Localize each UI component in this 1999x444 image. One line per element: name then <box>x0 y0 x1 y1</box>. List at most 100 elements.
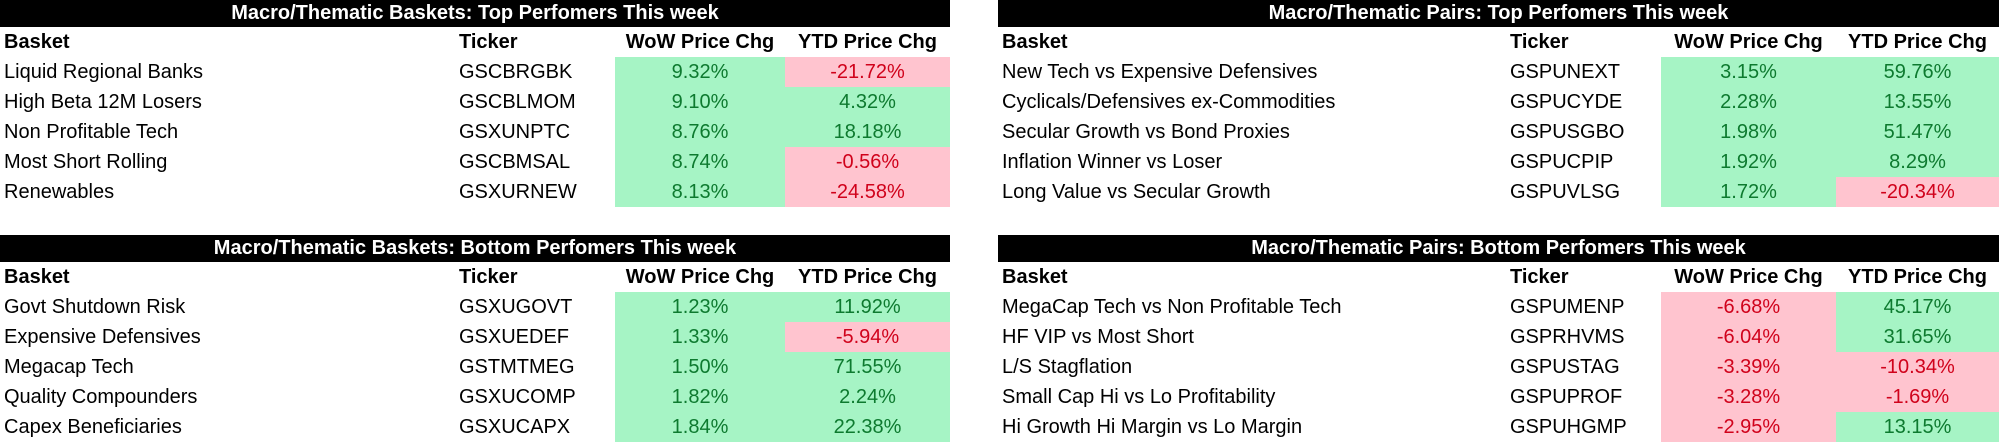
table-title: Macro/Thematic Pairs: Bottom Perfomers T… <box>998 235 1999 262</box>
ytd-change: -1.69% <box>1836 382 1999 412</box>
table-row: L/S Stagflation GSPUSTAG -3.39% -10.34% <box>998 352 1999 382</box>
basket-name: Hi Growth Hi Margin vs Lo Margin <box>1002 416 1303 438</box>
wow-change: 9.32% <box>615 57 785 87</box>
column-header-wow: WoW Price Chg <box>1674 266 1823 288</box>
wow-change: 9.10% <box>615 87 785 117</box>
wow-change: 1.23% <box>615 292 785 322</box>
column-header-ticker: Ticker <box>1510 31 1569 53</box>
wow-change: -6.68% <box>1661 292 1836 322</box>
basket-name: Inflation Winner vs Loser <box>1002 151 1223 173</box>
column-header-ticker: Ticker <box>1510 266 1569 288</box>
table-title: Macro/Thematic Pairs: Top Perfomers This… <box>998 0 1999 27</box>
ticker: GSXUCAPX <box>459 416 571 438</box>
column-header-basket: Basket <box>4 31 70 53</box>
ticker: GSCBLMOM <box>459 91 576 113</box>
table-row: Liquid Regional Banks GSCBRGBK 9.32% -21… <box>0 57 950 87</box>
ticker: GSCBRGBK <box>459 61 573 83</box>
column-header-ytd: YTD Price Chg <box>1848 266 1987 288</box>
ytd-change: 13.15% <box>1836 412 1999 442</box>
wow-change: 1.92% <box>1661 147 1836 177</box>
column-header-wow: WoW Price Chg <box>625 31 775 53</box>
wow-change: 8.13% <box>615 177 785 207</box>
ticker: GSPUPROF <box>1510 386 1623 408</box>
table-row: Quality Compounders GSXUCOMP 1.82% 2.24% <box>0 382 950 412</box>
wow-change: 1.82% <box>615 382 785 412</box>
pairs-bottom-panel: Macro/Thematic Pairs: Bottom Perfomers T… <box>998 235 1999 442</box>
ytd-change: -20.34% <box>1836 177 1999 207</box>
ticker: GSCBMSAL <box>459 151 571 173</box>
table-title: Macro/Thematic Baskets: Top Perfomers Th… <box>0 0 950 27</box>
column-header-ticker: Ticker <box>459 266 518 288</box>
column-header-wow: WoW Price Chg <box>625 266 775 288</box>
baskets-top-panel: Macro/Thematic Baskets: Top Perfomers Th… <box>0 0 950 207</box>
column-header-basket: Basket <box>1002 31 1068 53</box>
column-header-ytd: YTD Price Chg <box>798 266 937 288</box>
ticker: GSPUCPIP <box>1510 151 1614 173</box>
ticker: GSPRHVMS <box>1510 326 1625 348</box>
ytd-change: 45.17% <box>1836 292 1999 322</box>
table-row: Most Short Rolling GSCBMSAL 8.74% -0.56% <box>0 147 950 177</box>
wow-change: 1.84% <box>615 412 785 442</box>
wow-change: -3.28% <box>1661 382 1836 412</box>
basket-name: L/S Stagflation <box>1002 356 1133 378</box>
table-row: HF VIP vs Most Short GSPRHVMS -6.04% 31.… <box>998 322 1999 352</box>
basket-name: Small Cap Hi vs Lo Profitability <box>1002 386 1276 408</box>
ticker: GSPUHGMP <box>1510 416 1627 438</box>
ticker: GSPUVLSG <box>1510 181 1621 203</box>
table-row: Inflation Winner vs Loser GSPUCPIP 1.92%… <box>998 147 1999 177</box>
basket-name: Most Short Rolling <box>4 151 168 173</box>
basket-name: MegaCap Tech vs Non Profitable Tech <box>1002 296 1342 318</box>
pairs-top-panel: Macro/Thematic Pairs: Top Perfomers This… <box>998 0 1999 207</box>
basket-name: Non Profitable Tech <box>4 121 179 143</box>
ytd-change: -21.72% <box>785 57 950 87</box>
basket-name: Expensive Defensives <box>4 326 201 348</box>
wow-change: -3.39% <box>1661 352 1836 382</box>
table-row: Megacap Tech GSTMTMEG 1.50% 71.55% <box>0 352 950 382</box>
ytd-change: 4.32% <box>785 87 950 117</box>
ticker: GSPUSGBO <box>1510 121 1625 143</box>
table-title: Macro/Thematic Baskets: Bottom Perfomers… <box>0 235 950 262</box>
ticker: GSTMTMEG <box>459 356 575 378</box>
ytd-change: 18.18% <box>785 117 950 147</box>
ytd-change: -10.34% <box>1836 352 1999 382</box>
column-header-basket: Basket <box>1002 266 1068 288</box>
table-row: MegaCap Tech vs Non Profitable Tech GSPU… <box>998 292 1999 322</box>
wow-change: 1.50% <box>615 352 785 382</box>
ytd-change: 71.55% <box>785 352 950 382</box>
basket-name: New Tech vs Expensive Defensives <box>1002 61 1318 83</box>
wow-change: 8.74% <box>615 147 785 177</box>
ytd-change: -5.94% <box>785 322 950 352</box>
ytd-change: -0.56% <box>785 147 950 177</box>
basket-name: Liquid Regional Banks <box>4 61 204 83</box>
ticker: GSXUGOVT <box>459 296 573 318</box>
baskets-bottom-panel: Macro/Thematic Baskets: Bottom Perfomers… <box>0 235 950 442</box>
basket-name: Capex Beneficiaries <box>4 416 182 438</box>
ytd-change: 13.55% <box>1836 87 1999 117</box>
ytd-change: 8.29% <box>1836 147 1999 177</box>
table-row: Small Cap Hi vs Lo Profitability GSPUPRO… <box>998 382 1999 412</box>
wow-change: 3.15% <box>1661 57 1836 87</box>
ticker: GSXUCOMP <box>459 386 576 408</box>
ytd-change: 31.65% <box>1836 322 1999 352</box>
wow-change: 1.98% <box>1661 117 1836 147</box>
column-header-ytd: YTD Price Chg <box>798 31 937 53</box>
table-row: Expensive Defensives GSXUEDEF 1.33% -5.9… <box>0 322 950 352</box>
ticker: GSPUCYDE <box>1510 91 1623 113</box>
table-row: Renewables GSXURNEW 8.13% -24.58% <box>0 177 950 207</box>
ticker: GSPUMENP <box>1510 296 1625 318</box>
basket-name: High Beta 12M Losers <box>4 91 202 113</box>
wow-change: 1.72% <box>1661 177 1836 207</box>
basket-name: Govt Shutdown Risk <box>4 296 186 318</box>
ticker: GSXUNPTC <box>459 121 571 143</box>
column-header-wow: WoW Price Chg <box>1674 31 1823 53</box>
ytd-change: 59.76% <box>1836 57 1999 87</box>
table-row: Capex Beneficiaries GSXUCAPX 1.84% 22.38… <box>0 412 950 442</box>
column-header-ticker: Ticker <box>459 31 518 53</box>
pairs-bottom-table: Macro/Thematic Pairs: Bottom Perfomers T… <box>998 235 1999 442</box>
ytd-change: -24.58% <box>785 177 950 207</box>
table-row: Secular Growth vs Bond Proxies GSPUSGBO … <box>998 117 1999 147</box>
basket-name: Megacap Tech <box>4 356 134 378</box>
pairs-top-table: Macro/Thematic Pairs: Top Perfomers This… <box>998 0 1999 207</box>
table-row: Non Profitable Tech GSXUNPTC 8.76% 18.18… <box>0 117 950 147</box>
baskets-bottom-table: Macro/Thematic Baskets: Bottom Perfomers… <box>0 235 950 442</box>
